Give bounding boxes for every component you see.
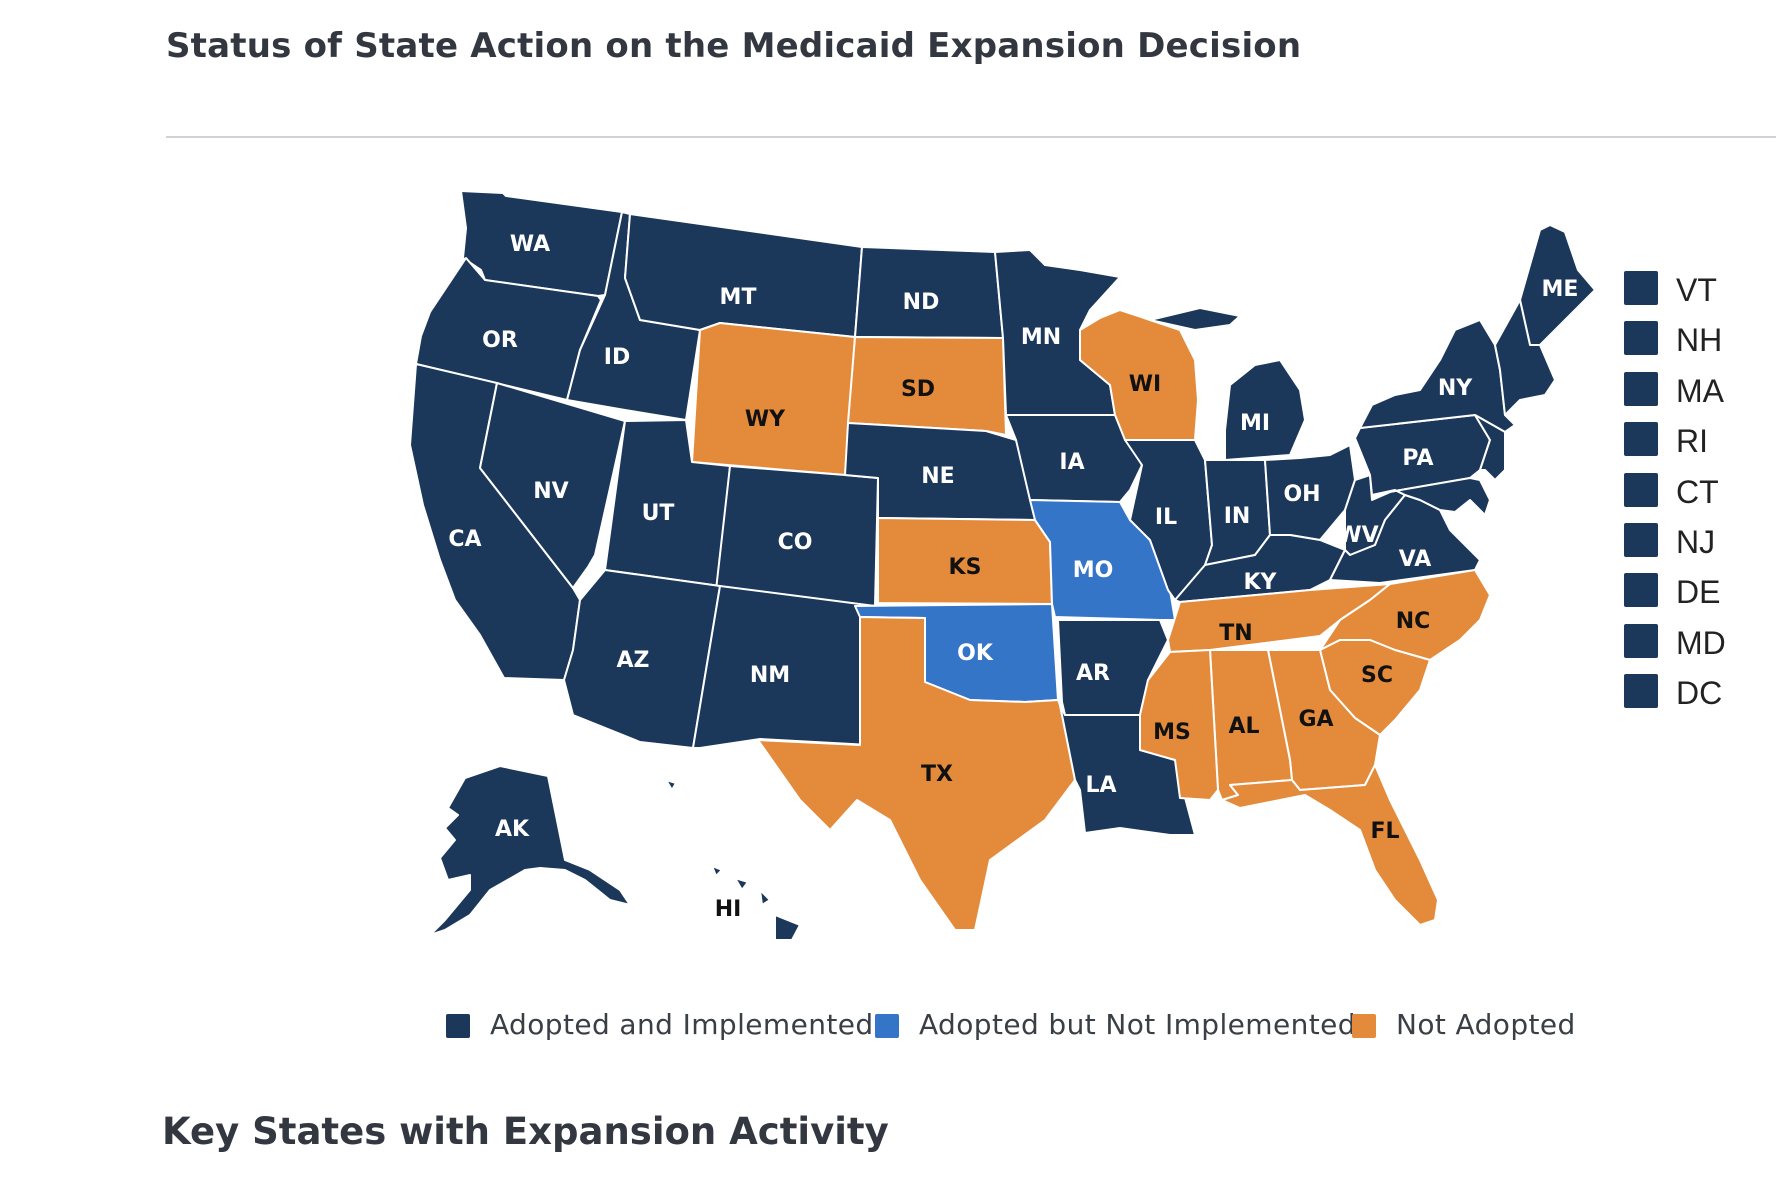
- small-state-swatch: [1624, 371, 1658, 406]
- state-label-in: IN: [1224, 504, 1251, 529]
- state-label-va: VA: [1399, 547, 1432, 572]
- state-shape-tn[interactable]: [1167, 583, 1391, 653]
- state-label-az: AZ: [617, 648, 650, 673]
- state-shape-co[interactable]: [715, 465, 879, 607]
- state-label-ms: MS: [1153, 720, 1191, 745]
- state-label-sc: SC: [1361, 663, 1393, 688]
- state-label-al: AL: [1228, 714, 1259, 739]
- state-label-ny: NY: [1438, 376, 1473, 401]
- state-label-ut: UT: [642, 501, 675, 526]
- state-label-il: IL: [1155, 505, 1177, 530]
- state-label-nm: NM: [750, 663, 790, 688]
- state-label-wi: WI: [1129, 372, 1161, 397]
- state-label-mn: MN: [1021, 325, 1061, 350]
- state-label-co: CO: [778, 530, 813, 555]
- state-label-or: OR: [482, 328, 518, 353]
- legend-swatch: [875, 1014, 899, 1038]
- state-shape-fl[interactable]: [1221, 764, 1439, 926]
- small-state-label: NJ: [1676, 523, 1716, 560]
- state-shape-mi[interactable]: [1149, 307, 1306, 461]
- state-shape-ms[interactable]: [1139, 649, 1219, 801]
- legend-swatch: [446, 1014, 470, 1038]
- header-divider: [166, 136, 1776, 138]
- small-state-label: DE: [1676, 574, 1721, 611]
- state-shape-wy[interactable]: [691, 322, 856, 476]
- state-label-ga: GA: [1298, 707, 1333, 732]
- state-label-nv: NV: [533, 479, 568, 504]
- small-state-swatch: [1624, 674, 1658, 709]
- small-state-label: DC: [1676, 675, 1723, 712]
- state-label-hi: HI: [715, 897, 742, 922]
- legend-label: Not Adopted: [1396, 1008, 1576, 1041]
- state-shape-dmd[interactable]: [1371, 477, 1491, 516]
- state-label-ca: CA: [448, 527, 481, 552]
- small-state-swatch: [1624, 271, 1658, 305]
- state-shape-neb[interactable]: [1494, 299, 1556, 416]
- state-label-mi: MI: [1240, 411, 1270, 436]
- state-label-tn: TN: [1219, 621, 1252, 646]
- legend-label: Adopted and Implemented: [490, 1008, 874, 1041]
- state-label-wy: WY: [745, 407, 786, 432]
- section-title: Key States with Expansion Activity: [162, 1110, 889, 1153]
- state-label-mo: MO: [1073, 558, 1114, 583]
- state-label-id: ID: [604, 345, 630, 370]
- small-state-swatch: [1624, 573, 1658, 608]
- state-label-nc: NC: [1396, 609, 1431, 634]
- state-label-fl: FL: [1370, 819, 1399, 844]
- state-shape-wi[interactable]: [1079, 309, 1199, 441]
- small-state-swatch: [1624, 321, 1658, 356]
- small-state-label: CT: [1676, 473, 1719, 510]
- state-label-ia: IA: [1059, 450, 1084, 475]
- state-label-ne: NE: [921, 464, 954, 489]
- state-label-wv: WV: [1337, 523, 1378, 548]
- small-state-label: NH: [1676, 322, 1723, 359]
- small-state-label: MD: [1676, 624, 1726, 661]
- state-shape-ak[interactable]: [429, 765, 631, 936]
- small-state-swatch: [1624, 623, 1658, 658]
- state-label-sd: SD: [901, 377, 935, 402]
- legend-label: Adopted but Not Implemented: [919, 1008, 1356, 1041]
- state-shape-tx[interactable]: [757, 616, 1076, 931]
- state-label-ky: KY: [1244, 570, 1278, 595]
- state-label-pa: PA: [1402, 446, 1433, 471]
- state-shape-mt[interactable]: [624, 213, 863, 338]
- state-label-tx: TX: [921, 762, 953, 787]
- legend-swatch: [1352, 1014, 1376, 1038]
- small-state-swatch: [1624, 472, 1658, 507]
- state-label-nd: ND: [903, 290, 940, 315]
- small-state-label: MA: [1676, 372, 1724, 409]
- state-label-ok: OK: [957, 641, 994, 666]
- state-label-wa: WA: [510, 232, 550, 257]
- state-label-la: LA: [1085, 773, 1116, 798]
- small-state-swatch: [1624, 422, 1658, 457]
- page-title: Status of State Action on the Medicaid E…: [166, 26, 1302, 66]
- small-state-label: VT: [1676, 272, 1717, 308]
- state-shape-hi[interactable]: [665, 779, 801, 941]
- small-state-swatch: [1624, 522, 1658, 557]
- state-label-ak: AK: [495, 817, 530, 842]
- state-shape-nj[interactable]: [1474, 414, 1506, 481]
- state-label-me: ME: [1542, 277, 1579, 302]
- state-label-oh: OH: [1283, 482, 1320, 507]
- state-shape-ny[interactable]: [1359, 319, 1516, 433]
- state-label-ar: AR: [1076, 661, 1110, 686]
- state-label-mt: MT: [720, 285, 757, 310]
- small-state-label: RI: [1676, 423, 1708, 460]
- state-label-ks: KS: [949, 555, 982, 580]
